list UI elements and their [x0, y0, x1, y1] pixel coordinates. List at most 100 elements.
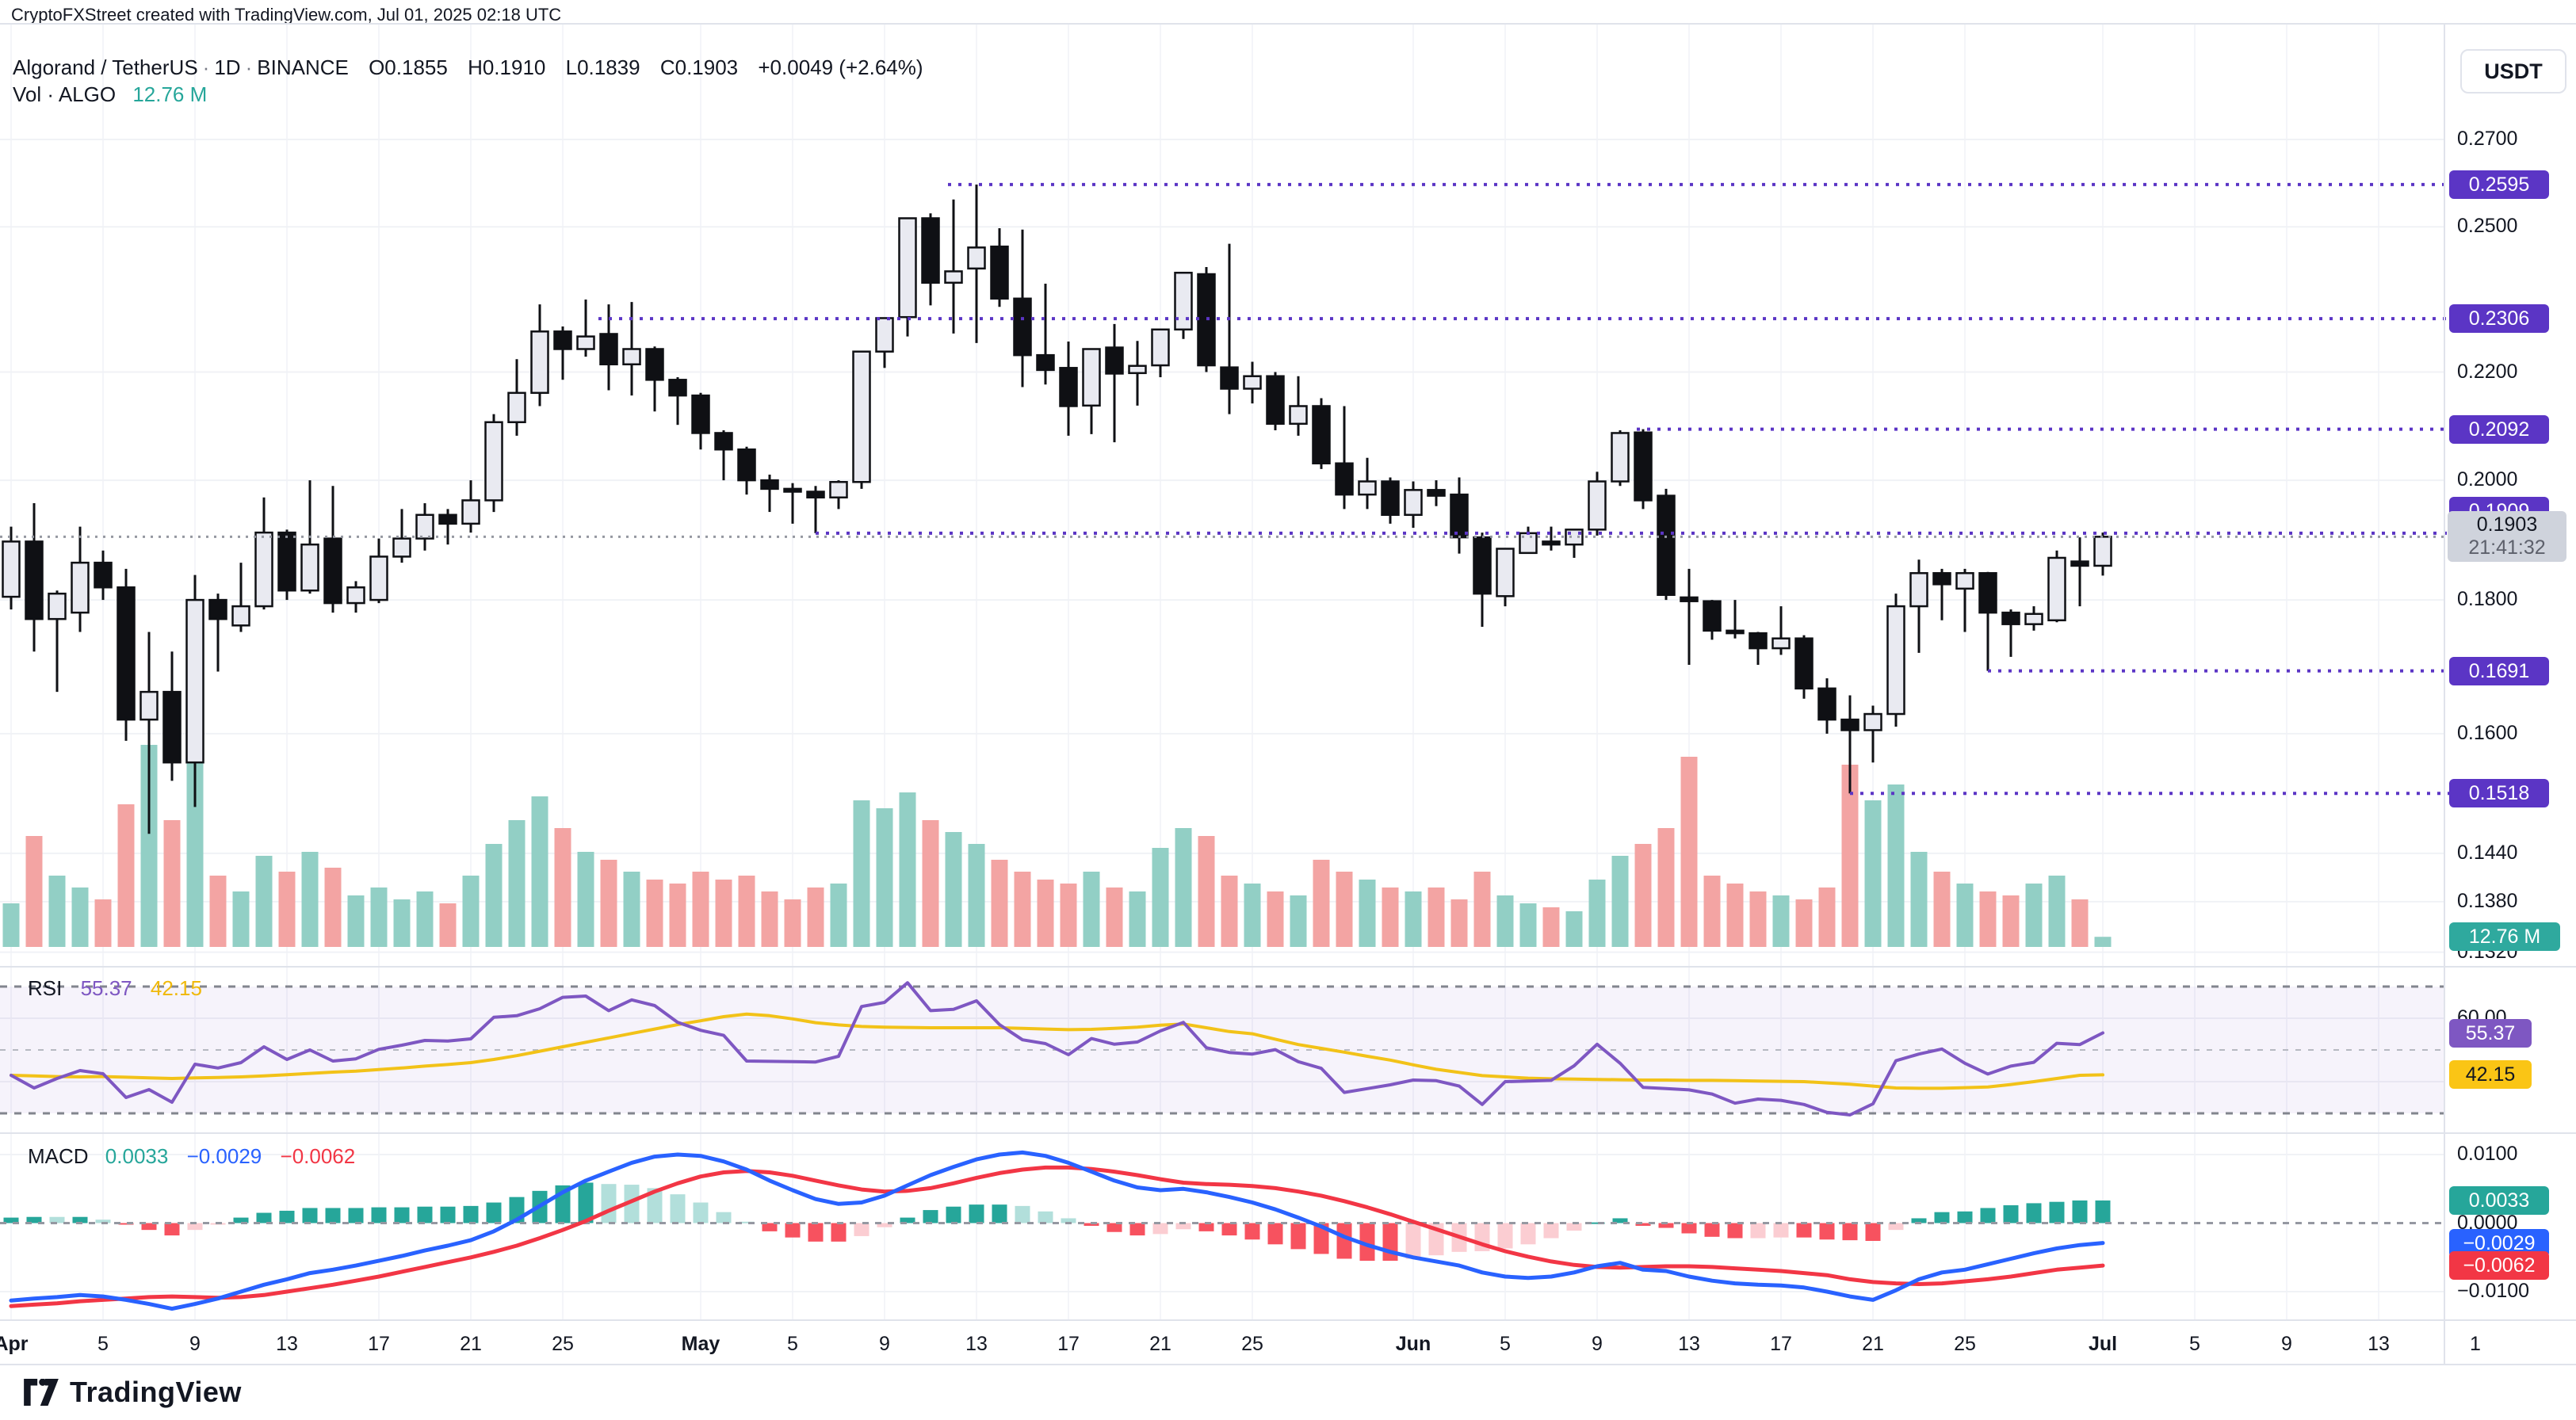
volume-bar [1496, 895, 1514, 947]
candle-up [2047, 556, 2066, 622]
time-axis-label[interactable]: Apr [0, 1333, 29, 1355]
tradingview-logo-text: TradingView [70, 1376, 242, 1408]
candle-down [438, 513, 457, 525]
macd-signal-value: −0.0062 [280, 1144, 356, 1168]
volume-bar [1198, 836, 1215, 947]
volume-bar [1175, 828, 1192, 947]
volume-bar [1290, 895, 1307, 947]
macd-histogram-bar [440, 1206, 456, 1223]
candle-down [2070, 560, 2089, 567]
interval-label[interactable]: 1D [214, 55, 241, 79]
legend-separator: · [245, 55, 253, 79]
time-axis-label[interactable]: 13 [2368, 1333, 2390, 1355]
candle-down [1657, 494, 1676, 596]
volume-bar [508, 820, 526, 947]
time-axis-label[interactable]: 17 [1770, 1333, 1792, 1355]
macd-histogram-bar [1888, 1223, 1904, 1231]
macd-histogram-bar [1911, 1218, 1927, 1223]
candle-up [346, 586, 365, 605]
price-axis-tick: 0.2200 [2457, 360, 2518, 383]
macd-histogram-bar [1612, 1218, 1628, 1223]
macd-histogram-bar [1267, 1223, 1283, 1245]
macd-histogram-bar [463, 1205, 479, 1223]
macd-histogram-bar [831, 1223, 847, 1242]
time-axis-label[interactable]: 25 [1954, 1333, 1976, 1355]
price-axis-tick: 0.1440 [2457, 841, 2518, 864]
macd-histogram-bar [877, 1223, 892, 1227]
macd-histogram-bar [2095, 1200, 2111, 1223]
time-axis-label[interactable]: 13 [1678, 1333, 1700, 1355]
rsi-ma-line [10, 1012, 2104, 1090]
macd-histogram-bar [716, 1212, 732, 1223]
time-axis-label[interactable]: 13 [965, 1333, 988, 1355]
time-axis-label[interactable]: 25 [1241, 1333, 1263, 1355]
currency-toggle-button[interactable]: USDT [2460, 49, 2566, 94]
symbol-name[interactable]: Algorand / TetherUS [13, 55, 198, 79]
tradingview-logo[interactable]: TradingView [24, 1376, 242, 1409]
time-axis-label[interactable]: Jun [1395, 1333, 1431, 1355]
candle-down [1817, 687, 1836, 721]
volume-bar [1060, 884, 1077, 947]
price-axis-tick: 0.2500 [2457, 215, 2518, 238]
candle-down [783, 487, 802, 493]
candle-down [1932, 572, 1951, 586]
time-axis-label[interactable]: 21 [460, 1333, 482, 1355]
time-axis-label[interactable]: 5 [2189, 1333, 2200, 1355]
time-axis-label[interactable]: May [681, 1333, 720, 1355]
time-axis-label[interactable]: 17 [368, 1333, 390, 1355]
volume-bar [784, 899, 801, 947]
volume-bar [186, 753, 204, 947]
macd-histogram-bar [670, 1194, 686, 1223]
volume-bar [1634, 844, 1652, 947]
volume-bar [209, 876, 227, 947]
time-axis-label[interactable]: 5 [97, 1333, 109, 1355]
volume-bar [738, 876, 755, 947]
macd-histogram-bar [141, 1223, 157, 1231]
volume-bar [462, 876, 480, 947]
candle-down [1749, 632, 1768, 650]
time-axis-label[interactable]: 9 [1592, 1333, 1603, 1355]
symbol-legend: Algorand / TetherUS · 1D · BINANCE O0.1855 H… [13, 55, 923, 80]
macd-histogram-bar [900, 1217, 915, 1223]
time-axis-label[interactable]: Jul [2088, 1333, 2118, 1355]
volume-bar [1014, 872, 1031, 947]
macd-histogram-bar [2003, 1205, 2019, 1223]
time-axis-label[interactable]: 9 [879, 1333, 890, 1355]
rsi-legend-title[interactable]: RSI [28, 976, 63, 1000]
volume-bar [807, 888, 824, 947]
time-axis-label[interactable]: 9 [2281, 1333, 2292, 1355]
price-level-label: 0.2092 [2449, 414, 2549, 444]
volume-bar [1910, 852, 1928, 947]
candle-down [737, 448, 756, 482]
time-axis-label[interactable]: 25 [552, 1333, 574, 1355]
macd-histogram-bar [1129, 1223, 1145, 1236]
volume-bar [485, 844, 503, 947]
volume-bar [1382, 888, 1399, 947]
macd-histogram-bar [1704, 1223, 1720, 1237]
macd-histogram-bar [1497, 1223, 1513, 1249]
macd-histogram-bar [348, 1208, 364, 1223]
volume-bar [25, 836, 43, 947]
macd-axis-tick: −0.0100 [2457, 1280, 2530, 1302]
time-axis-label[interactable]: 5 [787, 1333, 798, 1355]
macd-histogram-bar [1796, 1223, 1812, 1238]
volume-bar [1956, 884, 1974, 947]
candle-up [185, 598, 204, 764]
time-axis-label[interactable]: 5 [1500, 1333, 1511, 1355]
time-axis-label[interactable]: 21 [1149, 1333, 1171, 1355]
time-axis-label[interactable]: 1 [2470, 1333, 2481, 1355]
volume-bar [48, 876, 66, 947]
time-axis-label[interactable]: 17 [1057, 1333, 1080, 1355]
candle-down [921, 217, 940, 284]
time-axis-label[interactable]: 13 [276, 1333, 298, 1355]
macd-histogram-bar [1980, 1208, 1996, 1223]
macd-legend-title[interactable]: MACD [28, 1144, 89, 1168]
candle-up [507, 391, 526, 424]
time-axis-label[interactable]: 9 [189, 1333, 201, 1355]
volume-bar [1083, 872, 1100, 947]
time-axis-label[interactable]: 21 [1862, 1333, 1884, 1355]
volume-bar [876, 808, 893, 947]
volume-bar [2, 903, 20, 947]
